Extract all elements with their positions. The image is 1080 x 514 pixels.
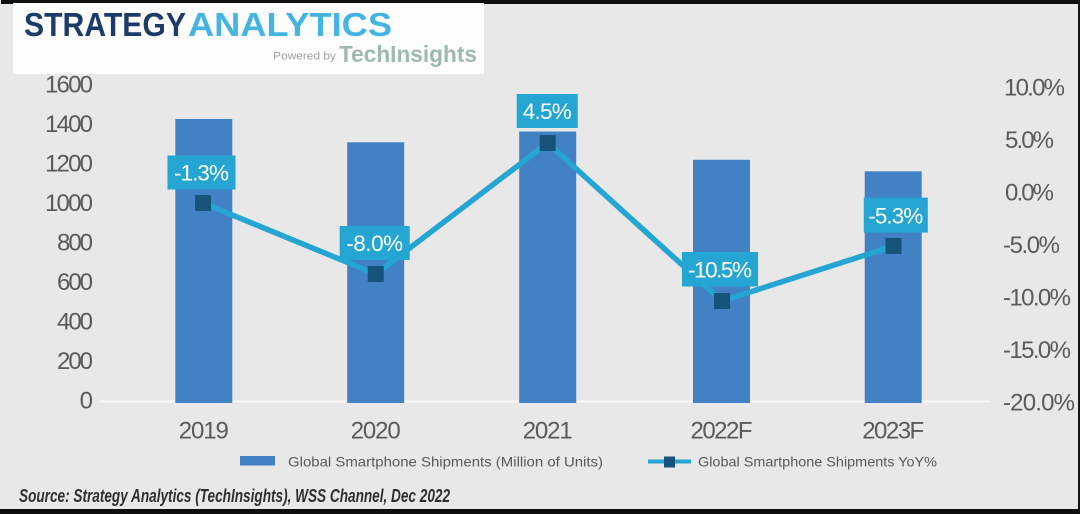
svg-text:1600: 1600 bbox=[45, 71, 93, 98]
svg-text:Source: Strategy Analytics (Te: Source: Strategy Analytics (TechInsights… bbox=[19, 486, 450, 506]
svg-text:Global Smartphone Shipments (M: Global Smartphone Shipments (Million of … bbox=[288, 454, 603, 470]
svg-text:2019: 2019 bbox=[179, 418, 229, 445]
svg-text:-5.0%: -5.0% bbox=[1003, 232, 1060, 259]
svg-text:10.0%: 10.0% bbox=[1004, 74, 1065, 101]
svg-text:0: 0 bbox=[80, 388, 93, 415]
svg-text:2022F: 2022F bbox=[691, 418, 753, 445]
svg-text:TechInsights: TechInsights bbox=[339, 41, 477, 67]
svg-text:4.5%: 4.5% bbox=[523, 99, 572, 124]
svg-text:-15.0%: -15.0% bbox=[1003, 337, 1071, 364]
svg-text:800: 800 bbox=[57, 230, 93, 257]
svg-text:400: 400 bbox=[57, 309, 93, 336]
svg-text:1400: 1400 bbox=[45, 111, 93, 138]
svg-text:-5.3%: -5.3% bbox=[868, 203, 923, 228]
svg-text:-8.0%: -8.0% bbox=[346, 231, 403, 256]
svg-text:5.0%: 5.0% bbox=[1005, 127, 1054, 154]
svg-text:2021: 2021 bbox=[523, 418, 573, 445]
svg-text:Powered by: Powered by bbox=[273, 51, 337, 63]
svg-text:1200: 1200 bbox=[45, 150, 93, 177]
svg-text:200: 200 bbox=[57, 348, 93, 375]
svg-text:-10.5%: -10.5% bbox=[688, 258, 752, 283]
svg-text:0.0%: 0.0% bbox=[1005, 179, 1054, 206]
svg-text:-10.0%: -10.0% bbox=[1003, 284, 1071, 311]
svg-text:-20.0%: -20.0% bbox=[1003, 389, 1075, 416]
svg-text:2023F: 2023F bbox=[862, 418, 924, 445]
svg-text:1000: 1000 bbox=[45, 190, 93, 217]
svg-text:Global Smartphone Shipments Yo: Global Smartphone Shipments YoY% bbox=[698, 454, 937, 470]
svg-text:-1.3%: -1.3% bbox=[174, 161, 229, 186]
svg-text:ANALYTICS: ANALYTICS bbox=[188, 6, 392, 43]
svg-text:600: 600 bbox=[57, 269, 93, 296]
svg-text:STRATEGY: STRATEGY bbox=[24, 6, 186, 43]
svg-text:2020: 2020 bbox=[351, 418, 401, 445]
